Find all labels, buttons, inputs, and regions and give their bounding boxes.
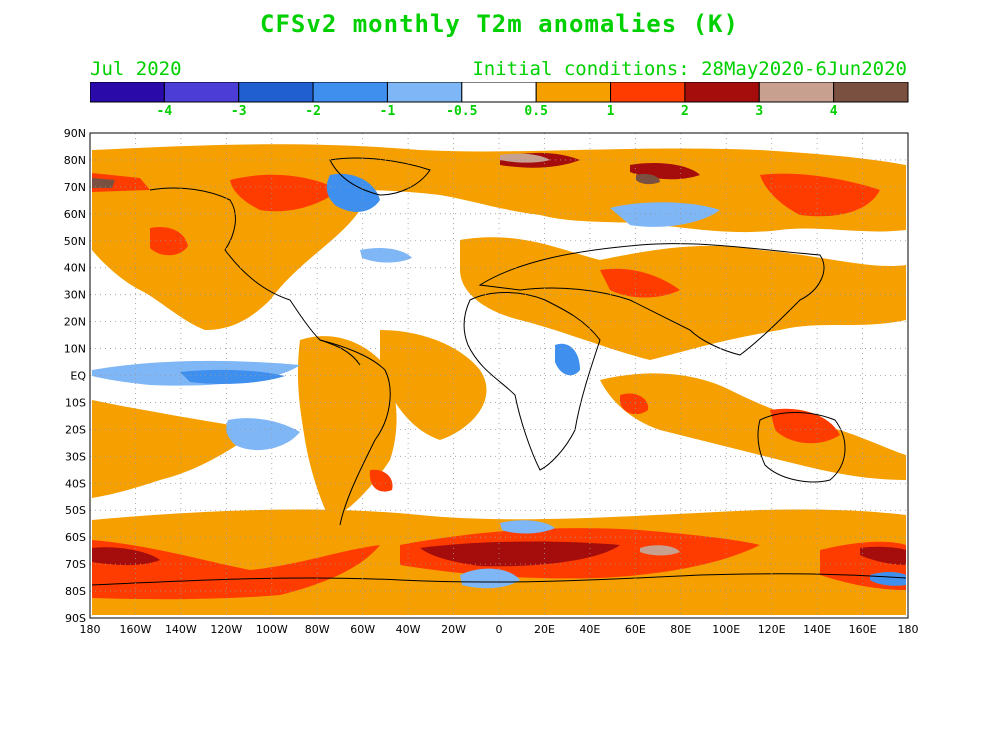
hot-region-antarctic-pacific <box>92 540 380 600</box>
pink-antarctic <box>640 545 680 556</box>
longitude-label: 0 <box>496 623 503 636</box>
warm-region-atlantic-tropics <box>380 330 487 440</box>
cool-south-atlantic <box>500 520 555 534</box>
cool-weddell <box>460 568 520 589</box>
longitude-label: 20E <box>534 623 555 636</box>
latitude-label: 30S <box>65 450 86 463</box>
latitude-label: 90N <box>64 127 86 140</box>
latitude-label: 20S <box>65 423 86 436</box>
longitude-label: 20W <box>441 623 466 636</box>
darkred-antarctic-south-atlantic <box>420 541 620 567</box>
latitude-label: 40N <box>64 262 86 275</box>
longitude-label: 100E <box>712 623 740 636</box>
longitude-label: 60W <box>350 623 375 636</box>
pink-barents <box>500 153 550 163</box>
longitude-label: 40E <box>579 623 600 636</box>
hot-region-australia <box>770 408 840 444</box>
blue-ross <box>870 571 906 586</box>
valid-month: Jul 2020 <box>90 58 182 80</box>
longitude-label: 80W <box>305 623 330 636</box>
latitude-label: EQ <box>70 370 86 383</box>
coast-australia <box>757 412 846 483</box>
latitude-label: 40S <box>65 477 86 490</box>
latitude-label: 90S <box>65 612 86 625</box>
map-title: CFSv2 monthly T2m anomalies (K) <box>260 10 739 38</box>
warm-region-eurasia <box>460 237 906 360</box>
longitude-label: 80E <box>670 623 691 636</box>
darkred-antarctic-west <box>92 547 160 566</box>
graticule <box>90 133 908 618</box>
latitude-label: 70N <box>64 181 86 194</box>
latitude-label: 10S <box>65 396 86 409</box>
longitude-label: 160E <box>849 623 877 636</box>
longitude-label: 140W <box>165 623 197 636</box>
coast-greenland <box>329 157 431 196</box>
initial-conditions: Initial conditions: 28May2020-6Jun2020 <box>472 58 907 80</box>
blue-eq-pacific <box>180 369 285 384</box>
blue-east-africa <box>555 343 580 376</box>
hot-region-siberia <box>760 173 880 217</box>
brown-siberia <box>636 173 660 185</box>
hot-region-canada <box>230 174 340 212</box>
brown-chukchi <box>92 178 115 188</box>
latitude-label: 50N <box>64 235 86 248</box>
map-frame <box>89 132 909 619</box>
longitude-label: 180 <box>80 623 101 636</box>
coast-africa <box>463 292 601 471</box>
colorbar-bin <box>833 82 909 103</box>
hot-region-argentina <box>369 469 393 492</box>
latitude-label: 70S <box>65 558 86 571</box>
cool-north-atlantic <box>360 247 412 263</box>
latitude-labels: 90N 80N 70N 60N 50N 40N 30N 20N 10N EQ 10S 20S 30S 40… <box>64 127 87 625</box>
cool-south-pacific <box>226 418 300 451</box>
latitude-label: 60S <box>65 531 86 544</box>
warm-region-indian-ocean <box>600 373 906 480</box>
longitude-labels: 180 160W 140W 120W 100W 80W 60W 40W 20W 0 20E 40E 60… <box>80 623 919 636</box>
longitude-label: 40W <box>396 623 421 636</box>
coast-south-america <box>319 339 391 526</box>
longitude-label: 120W <box>210 623 242 636</box>
coastlines <box>91 157 907 586</box>
anomaly-shading <box>92 144 906 615</box>
darkred-ross-sea <box>860 546 906 565</box>
coast-eurasia <box>478 243 825 356</box>
hot-region-middle-east <box>600 268 680 298</box>
cool-russia <box>610 202 720 227</box>
coast-antarctica <box>91 573 907 586</box>
latitude-label: 30N <box>64 289 86 302</box>
colorbar <box>90 82 909 103</box>
longitude-label: 60E <box>625 623 646 636</box>
latitude-label: 80N <box>64 154 86 167</box>
latitude-label: 10N <box>64 343 86 356</box>
latitude-label: 20N <box>64 316 86 329</box>
longitude-label: 180 <box>898 623 919 636</box>
longitude-label: 100W <box>256 623 288 636</box>
hot-region-pacific-nw <box>150 226 188 256</box>
hot-region-madagascar-sea <box>620 393 649 415</box>
latitude-label: 60N <box>64 208 86 221</box>
latitude-label: 50S <box>65 504 86 517</box>
longitude-label: 120E <box>758 623 786 636</box>
blue-hudson-bay <box>326 173 380 212</box>
latitude-label: 80S <box>65 585 86 598</box>
longitude-label: 160W <box>120 623 152 636</box>
longitude-label: 140E <box>803 623 831 636</box>
warm-region-south-pacific <box>92 400 260 498</box>
